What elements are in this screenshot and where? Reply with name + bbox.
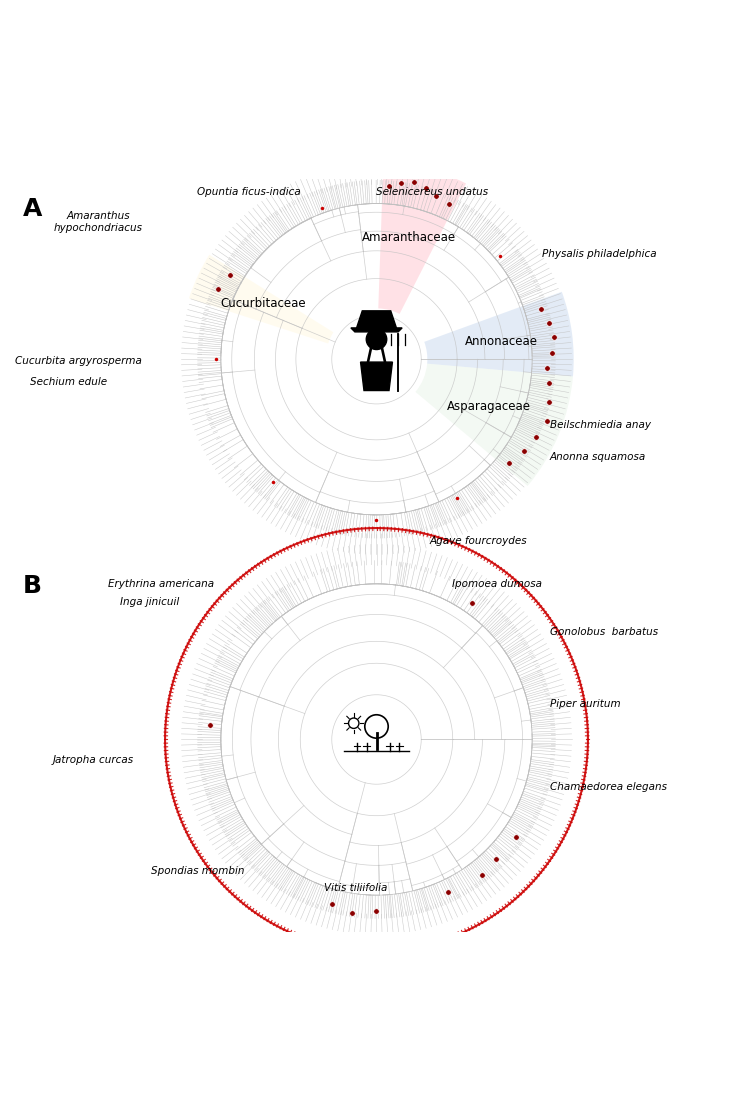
Text: Inga jinicuil: Inga jinicuil (120, 597, 180, 607)
Text: Erythrina americana: Erythrina americana (108, 578, 215, 588)
Text: Cucurbitaceae: Cucurbitaceae (221, 297, 306, 311)
Wedge shape (424, 292, 574, 376)
Wedge shape (416, 364, 573, 486)
Text: A: A (23, 198, 42, 221)
Text: Selenicereus undatus: Selenicereus undatus (376, 188, 489, 198)
Polygon shape (357, 311, 396, 327)
Text: Agave fourcroydes: Agave fourcroydes (429, 536, 527, 546)
Text: Ipomoea dumosa: Ipomoea dumosa (452, 578, 542, 588)
Text: Amaranthus
hypochondriacus: Amaranthus hypochondriacus (53, 211, 142, 233)
Circle shape (366, 329, 387, 350)
Text: Beilschmiedia anay: Beilschmiedia anay (550, 421, 651, 431)
Text: Jatropha curcas: Jatropha curcas (53, 755, 134, 765)
Polygon shape (361, 362, 392, 391)
Text: Anonna squamosa: Anonna squamosa (550, 452, 646, 462)
Text: Amaranthaceae: Amaranthaceae (362, 231, 456, 244)
Text: Chamaedorea elegans: Chamaedorea elegans (550, 781, 666, 791)
Text: Annonaceae: Annonaceae (465, 335, 538, 349)
Text: Sechium edule: Sechium edule (30, 376, 107, 386)
Text: Physalis philadelphica: Physalis philadelphica (542, 249, 657, 259)
Text: Spondias mombin: Spondias mombin (151, 866, 244, 876)
Text: B: B (23, 574, 41, 598)
Text: Vitis tiliifolia: Vitis tiliifolia (324, 882, 387, 892)
Text: Gonolobus  barbatus: Gonolobus barbatus (550, 627, 658, 637)
Text: Asparagaceae: Asparagaceae (447, 401, 531, 413)
Polygon shape (351, 327, 402, 332)
Wedge shape (189, 254, 334, 343)
Text: Opuntia ficus-indica: Opuntia ficus-indica (197, 188, 300, 198)
Wedge shape (378, 162, 466, 314)
Text: Piper auritum: Piper auritum (550, 699, 620, 709)
Text: Cucurbita argyrosperma: Cucurbita argyrosperma (15, 356, 142, 366)
